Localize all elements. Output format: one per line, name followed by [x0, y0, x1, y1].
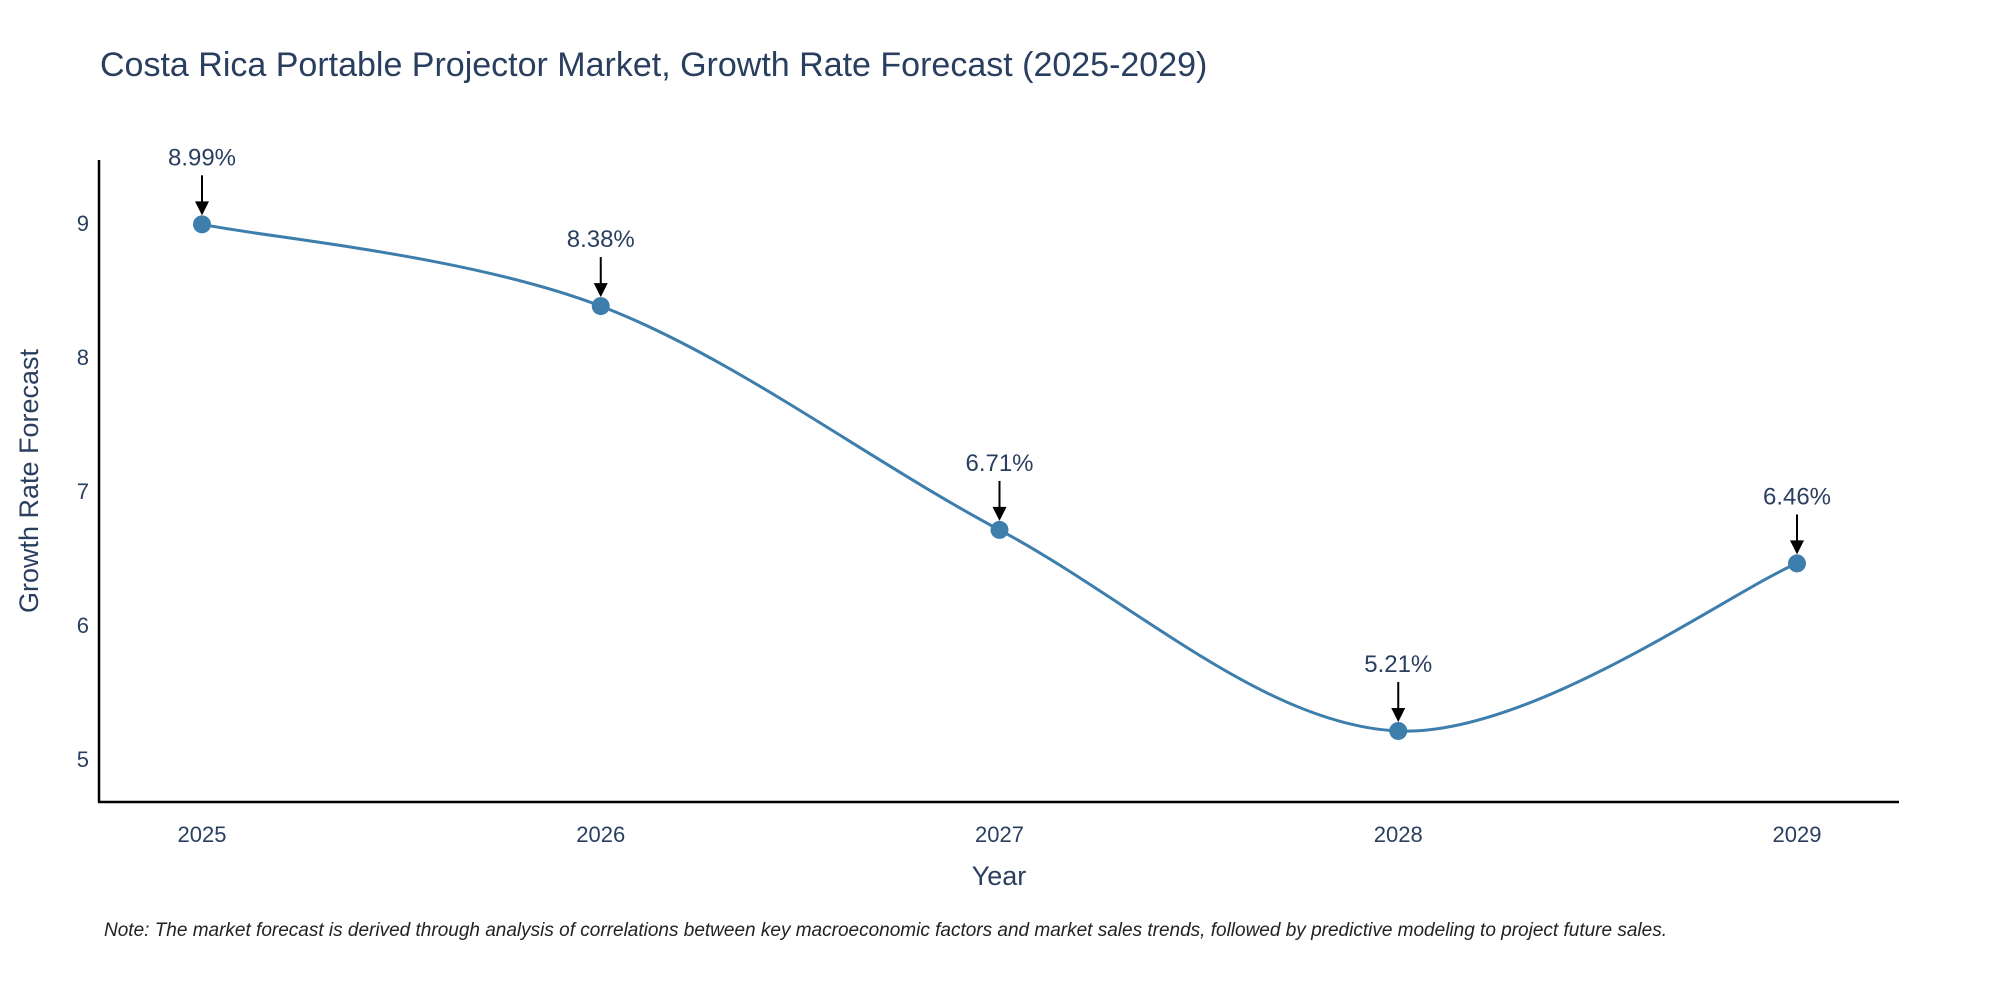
series-line: [201, 222, 1798, 733]
tick-labels: 5 6 7 8 9 2025 2026 2027 2028 2029: [77, 211, 1822, 847]
annotation-label: 6.71%: [965, 450, 1033, 477]
y-tick-label: 9: [77, 211, 89, 236]
x-tick-label: 2025: [178, 822, 227, 847]
annotation-arrowhead: [1790, 540, 1804, 555]
y-tick-label: 7: [77, 479, 89, 504]
data-point: [1788, 554, 1806, 573]
series-layer: [201, 222, 1798, 733]
chart-title: Costa Rica Portable Projector Market, Gr…: [100, 46, 1208, 84]
annotation-label: 8.99%: [168, 144, 236, 171]
x-axis-title: Year: [972, 861, 1027, 891]
annotation-arrowhead: [1391, 707, 1406, 722]
x-tick-label: 2027: [975, 822, 1024, 847]
chart-note: Note: The market forecast is derived thr…: [104, 920, 1667, 941]
annotation-label: 6.46%: [1763, 483, 1831, 510]
annotation-arrowhead: [992, 506, 1007, 521]
data-points: [193, 215, 1806, 740]
axes: [97, 160, 1899, 804]
annotation-label: 8.38%: [567, 226, 635, 253]
y-tick-label: 8: [77, 345, 89, 370]
annotation-arrowhead: [195, 201, 209, 216]
data-point: [193, 215, 211, 234]
annotation-arrowhead: [593, 283, 608, 298]
y-tick-label: 5: [77, 747, 89, 772]
data-point: [1389, 721, 1408, 740]
data-point: [591, 297, 610, 316]
y-axis-title: Growth Rate Forecast: [14, 348, 44, 613]
x-tick-label: 2028: [1374, 822, 1423, 847]
data-point: [990, 520, 1009, 539]
x-tick-label: 2029: [1773, 822, 1822, 847]
x-tick-label: 2026: [576, 822, 625, 847]
y-tick-label: 6: [77, 613, 89, 638]
annotation-label: 5.21%: [1364, 651, 1432, 678]
annotations: 8.99% 8.38% 6.71% 5.21% 6.46%: [168, 144, 1831, 722]
